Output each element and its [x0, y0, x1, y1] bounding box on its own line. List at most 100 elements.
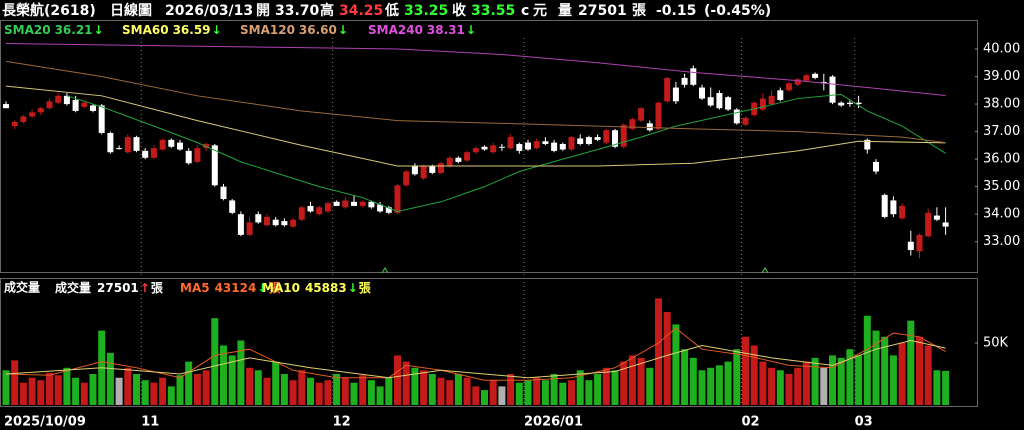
volume-bar	[63, 367, 71, 405]
candle-body	[933, 215, 940, 220]
volume-bar	[11, 360, 19, 405]
legend-text: MA10	[262, 281, 300, 295]
volume-bar	[472, 386, 480, 405]
volume-bar	[750, 345, 758, 405]
candle-body	[873, 161, 879, 172]
volume-bar	[585, 380, 593, 405]
candle-body	[925, 212, 932, 237]
legend-text: 27501	[97, 281, 139, 295]
candle-body	[429, 166, 436, 173]
candle-body	[664, 77, 671, 102]
legend-entry: SMA20 36.21↓	[4, 23, 104, 37]
volume-bar	[385, 377, 393, 405]
legend-text: 36.21	[55, 23, 93, 37]
candle-body	[690, 68, 697, 85]
candle-body	[498, 146, 505, 148]
candle-body	[333, 201, 340, 206]
candle-body	[864, 139, 871, 150]
y-tick-label: 35.00	[983, 179, 1020, 194]
candle-body	[264, 216, 270, 226]
candle-body	[11, 121, 18, 127]
volume-bar	[498, 386, 506, 405]
volume-bar	[672, 324, 680, 405]
change: -0.15	[656, 3, 696, 19]
candle-body	[385, 207, 392, 213]
candle-body	[716, 93, 723, 109]
candle-body	[420, 166, 427, 179]
volume-bar	[602, 367, 610, 405]
candle-body	[81, 102, 88, 107]
volume-bar	[829, 355, 836, 405]
candle-body	[846, 102, 853, 105]
volume-bar	[54, 375, 62, 405]
candle-body	[759, 98, 766, 110]
candle-body	[185, 150, 192, 164]
volume-bar	[411, 367, 419, 405]
volume-bar	[307, 377, 314, 405]
volume-bar	[376, 386, 384, 405]
y-tick-label: 38.00	[983, 97, 1020, 112]
candle-body	[229, 200, 236, 213]
volume-bar	[559, 382, 567, 405]
volume-bar	[794, 367, 802, 405]
legend-entry: SMA240 38.31↓	[368, 23, 476, 37]
close: 33.55	[471, 3, 515, 19]
candle-body	[55, 95, 62, 103]
candle-body	[150, 148, 157, 158]
volume-bar	[211, 318, 219, 405]
candle-body	[481, 146, 488, 150]
volume-bar	[811, 357, 819, 405]
candle-body	[411, 166, 418, 175]
candle-body	[733, 109, 740, 124]
candle-body	[881, 194, 888, 217]
open: 33.70	[275, 3, 320, 19]
legend-text: 36.59	[173, 23, 211, 37]
legend-text: SMA20	[4, 23, 51, 37]
candle-body	[255, 214, 262, 223]
volume-bar	[28, 377, 36, 405]
volume-bar	[646, 367, 654, 405]
y-tick-label: 39.00	[983, 69, 1020, 84]
y-tick-label: 36.00	[983, 152, 1020, 167]
candle-body	[324, 203, 331, 212]
volume-bar	[272, 361, 280, 405]
close-flag: c	[521, 3, 529, 19]
volume-bar	[37, 380, 45, 405]
volume-bar	[237, 340, 245, 405]
legend-text: SMA240	[368, 23, 423, 37]
candle-body	[72, 99, 79, 111]
candle-body	[594, 137, 601, 140]
legend-text: MA5	[180, 281, 210, 295]
volume-bar	[611, 370, 619, 405]
volume-bar	[933, 370, 941, 405]
volume-bar	[193, 373, 201, 405]
candle-body	[20, 116, 27, 122]
volume-bar	[724, 361, 732, 405]
candle-body	[159, 139, 166, 150]
y-tick-label: 37.00	[983, 124, 1020, 139]
volume-bar	[889, 355, 897, 405]
volume-bar	[315, 382, 323, 405]
change-pct: (-0.45%)	[704, 3, 771, 19]
close-label: 收	[452, 2, 467, 19]
candle-body	[672, 87, 679, 102]
candle-body	[116, 148, 123, 150]
volume-bar	[106, 352, 114, 405]
volume-bar	[872, 330, 880, 405]
volume-bar	[367, 380, 375, 405]
date: 2026/03/13	[165, 3, 253, 19]
high: 34.25	[339, 3, 383, 19]
volume-bar	[689, 357, 697, 405]
ma-line	[5, 85, 946, 167]
x-tick-label: 02	[742, 415, 760, 430]
legend-text: ↓	[338, 23, 348, 37]
marker	[761, 267, 769, 274]
volume-bar	[263, 377, 271, 405]
candle-body	[298, 207, 305, 220]
volume-bar	[620, 361, 628, 405]
volume-bar	[115, 377, 123, 405]
volume-bar	[454, 373, 462, 405]
legend-text: ↓	[257, 281, 267, 295]
candle-body	[585, 137, 592, 144]
legend-text: ↓	[348, 281, 358, 295]
